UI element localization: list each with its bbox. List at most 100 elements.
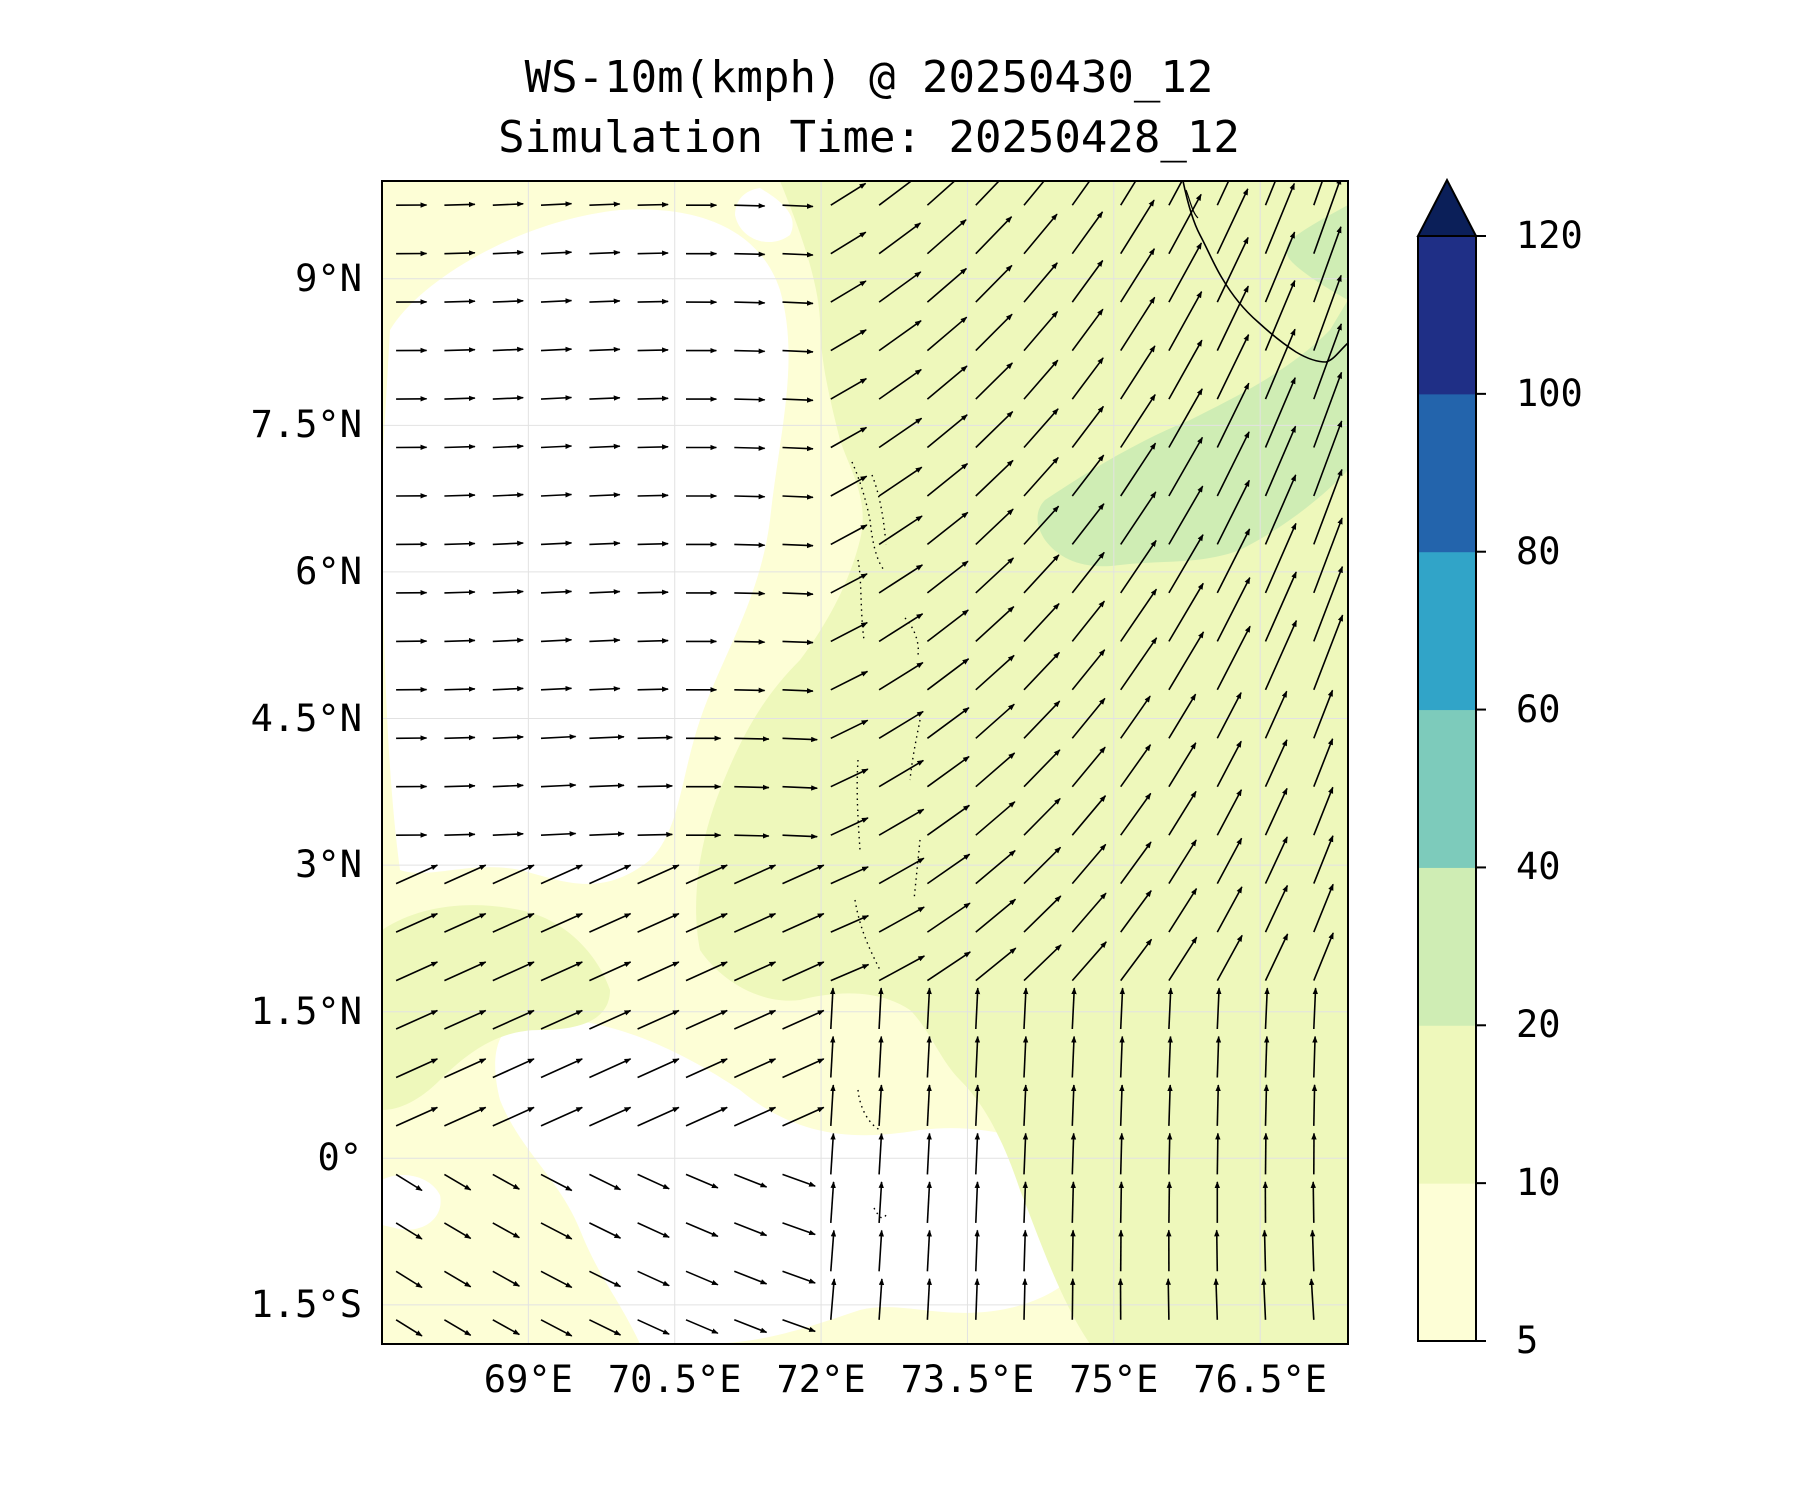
wind-arrow [1120, 491, 1157, 545]
wind-arrow [734, 687, 766, 694]
wind-arrow [1168, 582, 1204, 642]
wind-arrow [878, 368, 922, 400]
wind-arrow [1120, 744, 1152, 788]
wind-arrow [1313, 565, 1344, 642]
wind-arrow [1168, 742, 1197, 788]
wind-arrow [589, 912, 632, 933]
wind-arrow [685, 864, 728, 885]
wind-arrow [637, 864, 680, 885]
wind-arrow [1119, 1084, 1125, 1126]
wind-arrow [492, 395, 524, 401]
wind-arrow [589, 1058, 632, 1079]
wind-arrow [926, 560, 969, 594]
wind-arrow [975, 362, 1013, 400]
wind-arrow [1215, 1084, 1221, 1126]
wind-arrow [878, 710, 924, 739]
wind-arrow [1313, 689, 1334, 739]
wind-arrow [540, 201, 573, 207]
wind-arrow [540, 1106, 583, 1127]
wind-arrow [540, 782, 577, 788]
wind-arrow [540, 443, 573, 449]
lat-tick-label: 9°N [295, 256, 362, 300]
wind-arrow [926, 181, 956, 206]
wind-arrow [1071, 843, 1107, 885]
wind-arrow [540, 864, 583, 885]
wind-arrow [974, 1132, 981, 1175]
wind-arrow [540, 346, 573, 353]
wind-arrow [1168, 193, 1202, 255]
wind-arrow [444, 637, 476, 644]
wind-arrow [733, 961, 777, 982]
wind-arrow [1216, 934, 1243, 981]
wind-arrow [1313, 786, 1334, 836]
wind-arrow [733, 1058, 777, 1079]
wind-arrow [1120, 181, 1137, 206]
colorbar-tick-label: 20 [1516, 1003, 1561, 1047]
wind-arrow [829, 987, 836, 1030]
colorbar-bin [1418, 236, 1476, 395]
wind-arrow [830, 1229, 837, 1272]
wind-arrow [974, 1229, 980, 1272]
wind-arrow [637, 250, 669, 256]
wind-arrow [975, 801, 1016, 836]
wind-arrow [1070, 1229, 1076, 1272]
wind-arrow [830, 670, 869, 691]
wind-arrow [637, 1270, 670, 1287]
wind-arrow [1071, 697, 1106, 739]
wind-arrow [492, 1319, 520, 1336]
wind-arrow [1166, 1181, 1173, 1223]
wind-arrow [1311, 1084, 1318, 1126]
wind-arrow [540, 685, 573, 692]
wind-arrow [1312, 1035, 1318, 1078]
wind-arrow [540, 734, 577, 740]
wind-arrow [734, 300, 766, 306]
wind-arrow [444, 864, 487, 885]
map-frame [381, 180, 1349, 1345]
wind-arrow [1264, 739, 1288, 788]
wind-arrow [830, 573, 868, 594]
wind-arrow [734, 203, 766, 209]
wind-arrow [492, 734, 524, 740]
wind-arrow [492, 864, 535, 885]
wind-arrow [1120, 588, 1158, 642]
wind-arrow [444, 1058, 487, 1079]
wind-arrow [1263, 1084, 1270, 1126]
wind-arrow [1309, 1229, 1316, 1272]
wind-arrow [1216, 789, 1243, 836]
wind-arrow [1071, 551, 1105, 594]
wind-arrow [1313, 738, 1334, 787]
wind-arrow [830, 1132, 836, 1175]
wind-arrow [637, 589, 669, 596]
lat-tick-label: 1.5°N [250, 989, 362, 1033]
wind-arrow [926, 414, 968, 449]
wind-arrow [589, 540, 621, 547]
wind-arrow [395, 912, 439, 933]
wind-arrow [1023, 456, 1059, 497]
wind-arrow [1216, 479, 1251, 545]
wind-arrow [782, 445, 814, 452]
wind-arrow [637, 541, 669, 547]
wind-arrow [1264, 836, 1288, 884]
wind-arrow [1168, 936, 1198, 982]
wind-arrow [926, 1229, 932, 1272]
wind-arrow [782, 864, 825, 885]
wind-arrow [1216, 837, 1243, 884]
wind-arrow [975, 654, 1015, 691]
wind-arrow [1071, 746, 1106, 788]
wind-arrow [540, 831, 577, 837]
wind-arrow [974, 1035, 981, 1078]
wind-arrow [1214, 1229, 1220, 1272]
wind-arrow [926, 755, 970, 788]
wind-arrow [589, 589, 621, 595]
wind-arrow [926, 609, 969, 643]
wind-arrow [926, 853, 971, 885]
wind-arrow [492, 1270, 520, 1287]
wind-arrow [975, 557, 1015, 594]
lon-tick-label: 75°E [1069, 1358, 1159, 1401]
wind-arrow [589, 637, 621, 644]
wind-arrow [830, 866, 869, 885]
wind-arrow [782, 736, 818, 743]
lon-tick-label: 72°E [776, 1358, 866, 1401]
wind-arrow [975, 898, 1017, 933]
